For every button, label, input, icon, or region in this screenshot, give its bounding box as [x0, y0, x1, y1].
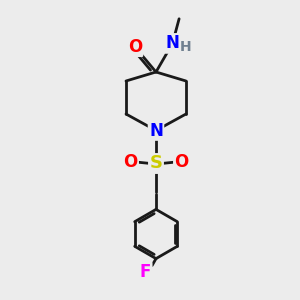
Text: H: H — [179, 40, 191, 54]
Text: S: S — [149, 154, 163, 172]
Text: O: O — [123, 153, 138, 171]
Text: O: O — [128, 38, 142, 56]
Text: F: F — [140, 263, 151, 281]
Text: O: O — [174, 153, 189, 171]
Text: N: N — [166, 34, 179, 52]
Text: N: N — [149, 122, 163, 140]
